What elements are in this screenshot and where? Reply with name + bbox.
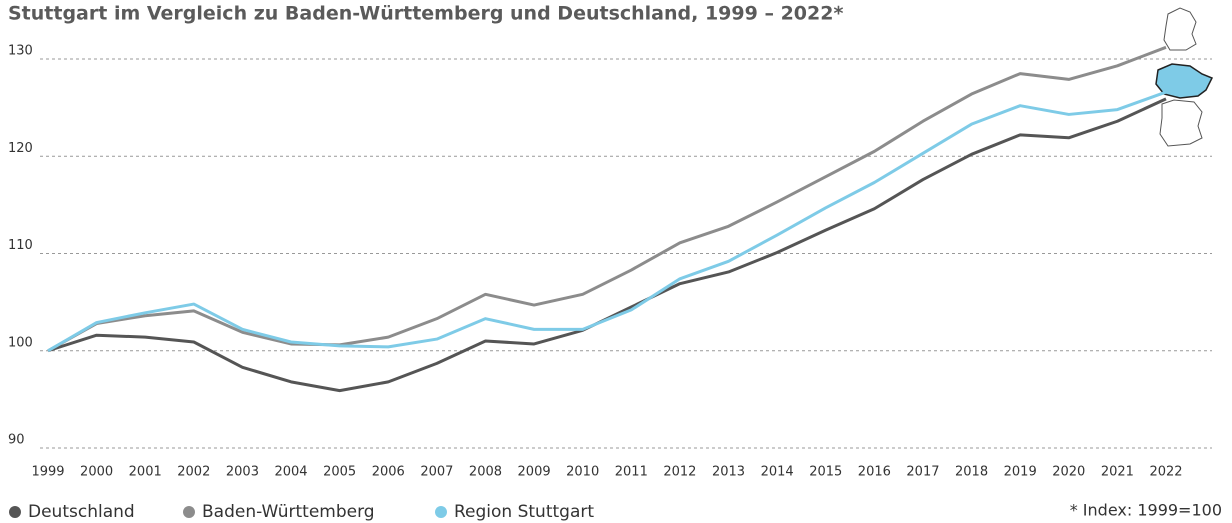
line-series bbox=[47, 45, 1167, 353]
x-tick-label: 2008 bbox=[469, 465, 502, 480]
legend-label: Baden-Württemberg bbox=[202, 502, 375, 522]
map-icons bbox=[1155, 7, 1214, 147]
x-tick-label: 2005 bbox=[323, 465, 356, 480]
x-tick-label: 2016 bbox=[858, 465, 891, 480]
x-tick-label: 2011 bbox=[615, 465, 648, 480]
line-series bbox=[47, 97, 1167, 393]
x-tick-label: 2019 bbox=[1004, 465, 1037, 480]
x-tick-label: 2001 bbox=[129, 465, 162, 480]
y-tick-label: 110 bbox=[8, 238, 33, 253]
x-tick-label: 2020 bbox=[1052, 465, 1085, 480]
legend-marker bbox=[9, 506, 21, 518]
y-tick-label: 120 bbox=[8, 141, 33, 156]
x-tick-label: 2021 bbox=[1101, 465, 1134, 480]
x-tick-label: 2007 bbox=[420, 465, 453, 480]
chart-title: Stuttgart im Vergleich zu Baden-Württemb… bbox=[8, 3, 843, 25]
x-tick-label: 2012 bbox=[663, 465, 696, 480]
line-series bbox=[47, 90, 1167, 353]
legend-label: Deutschland bbox=[28, 502, 135, 522]
x-tick-label: 2000 bbox=[80, 465, 113, 480]
x-tick-label: 2017 bbox=[906, 465, 939, 480]
legend-marker bbox=[435, 506, 447, 518]
x-tick-label: 2022 bbox=[1149, 465, 1182, 480]
x-tick-label: 2014 bbox=[761, 465, 794, 480]
x-tick-label: 2006 bbox=[372, 465, 405, 480]
x-tick-label: 2009 bbox=[518, 465, 551, 480]
x-tick-label: 2004 bbox=[274, 465, 307, 480]
annotation: * Index: 1999=100 bbox=[1070, 501, 1222, 520]
legend-item: Baden-Württemberg bbox=[183, 502, 375, 522]
y-tick-label: 90 bbox=[8, 433, 25, 448]
legend-marker bbox=[183, 506, 195, 518]
legend-label: Region Stuttgart bbox=[454, 502, 594, 522]
x-tick-label: 2010 bbox=[566, 465, 599, 480]
x-tick-label: 2015 bbox=[809, 465, 842, 480]
legend-item: Region Stuttgart bbox=[435, 502, 594, 522]
legend-item: Deutschland bbox=[9, 502, 135, 522]
x-tick-label: 2013 bbox=[712, 465, 745, 480]
y-tick-label: 100 bbox=[8, 335, 33, 350]
x-tick-label: 2003 bbox=[226, 465, 259, 480]
x-tick-label: 2018 bbox=[955, 465, 988, 480]
x-tick-label: 2002 bbox=[177, 465, 210, 480]
x-tick-label: 1999 bbox=[31, 465, 64, 480]
y-tick-label: 130 bbox=[8, 44, 33, 59]
